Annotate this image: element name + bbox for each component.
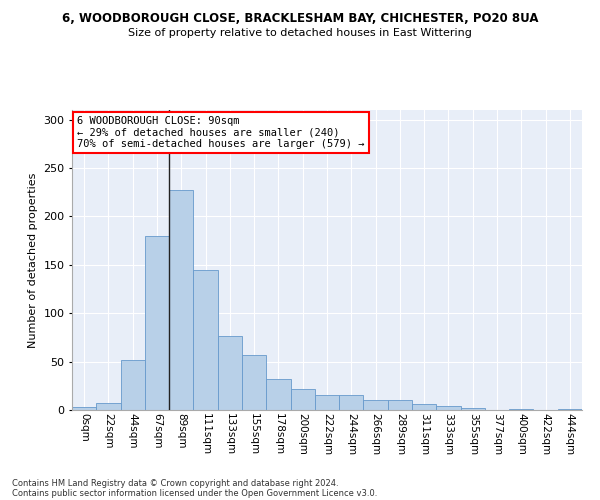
Bar	[509, 409, 533, 410]
Bar	[412, 404, 436, 410]
Bar	[72, 407, 96, 410]
Bar	[388, 400, 412, 410]
Bar	[290, 388, 315, 410]
Bar	[242, 355, 266, 410]
Bar	[315, 394, 339, 410]
Bar	[145, 236, 169, 410]
Bar	[436, 406, 461, 410]
Bar	[218, 336, 242, 410]
Y-axis label: Number of detached properties: Number of detached properties	[28, 172, 38, 348]
Bar	[364, 400, 388, 410]
Bar	[121, 360, 145, 410]
Bar	[193, 270, 218, 410]
Bar	[461, 408, 485, 410]
Text: Contains HM Land Registry data © Crown copyright and database right 2024.: Contains HM Land Registry data © Crown c…	[12, 478, 338, 488]
Bar	[339, 396, 364, 410]
Bar	[169, 190, 193, 410]
Bar	[266, 379, 290, 410]
Text: Size of property relative to detached houses in East Wittering: Size of property relative to detached ho…	[128, 28, 472, 38]
Text: Contains public sector information licensed under the Open Government Licence v3: Contains public sector information licen…	[12, 488, 377, 498]
Text: 6, WOODBOROUGH CLOSE, BRACKLESHAM BAY, CHICHESTER, PO20 8UA: 6, WOODBOROUGH CLOSE, BRACKLESHAM BAY, C…	[62, 12, 538, 26]
Text: 6 WOODBOROUGH CLOSE: 90sqm
← 29% of detached houses are smaller (240)
70% of sem: 6 WOODBOROUGH CLOSE: 90sqm ← 29% of deta…	[77, 116, 365, 149]
Bar	[558, 409, 582, 410]
Bar	[96, 403, 121, 410]
